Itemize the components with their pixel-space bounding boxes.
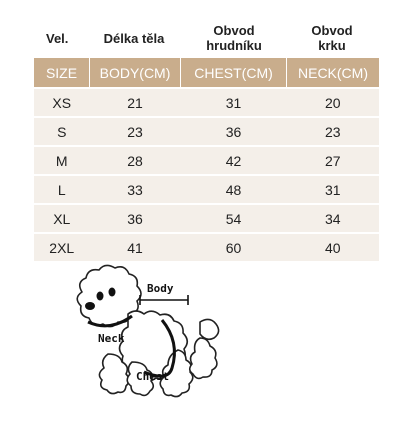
body-measure-line: [140, 295, 188, 305]
column-header-body: BODY(CM): [90, 58, 181, 88]
neck-label: Neck: [98, 332, 125, 345]
neck-cell: 27: [287, 146, 380, 175]
body-label: Body: [147, 282, 174, 295]
neck-cell: 23: [287, 117, 380, 146]
dog-eye-left: [97, 292, 104, 301]
table-row: M 28 42 27: [34, 146, 379, 175]
size-cell: XL: [34, 204, 90, 233]
body-cell: 21: [90, 88, 181, 117]
chest-cell: 54: [181, 204, 287, 233]
body-length-label-cz: Délka těla: [94, 31, 174, 46]
neck-cell: 31: [287, 175, 380, 204]
size-cell: XS: [34, 88, 90, 117]
table-row: L 33 48 31: [34, 175, 379, 204]
table-row: 2XL 41 60 40: [34, 233, 379, 262]
chest-label-cz: Obvod hrudníku: [194, 23, 274, 53]
czech-column-headers: Vel. Délka těla Obvod hrudníku Obvod krku: [34, 14, 379, 60]
size-cell: L: [34, 175, 90, 204]
dog-measurement-diagram: Body Neck Chest: [60, 262, 230, 412]
dog-eye-right: [109, 288, 116, 297]
size-label-cz: Vel.: [46, 31, 76, 46]
body-cell: 33: [90, 175, 181, 204]
size-cell: 2XL: [34, 233, 90, 262]
body-cell: 41: [90, 233, 181, 262]
chest-cell: 31: [181, 88, 287, 117]
table-header-row: SIZE BODY(CM) CHEST(CM) NECK(CM): [34, 58, 379, 88]
size-chart-table: SIZE BODY(CM) CHEST(CM) NECK(CM) XS 21 3…: [34, 58, 379, 263]
dog-nose: [85, 302, 95, 310]
table-row: XL 36 54 34: [34, 204, 379, 233]
neck-cell: 34: [287, 204, 380, 233]
dog-illustration: Body Neck Chest: [60, 262, 230, 412]
table-row: S 23 36 23: [34, 117, 379, 146]
body-cell: 28: [90, 146, 181, 175]
table-row: XS 21 31 20: [34, 88, 379, 117]
column-header-size: SIZE: [34, 58, 90, 88]
chest-cell: 48: [181, 175, 287, 204]
neck-label-cz: Obvod krku: [297, 23, 367, 53]
neck-cell: 40: [287, 233, 380, 262]
chest-cell: 42: [181, 146, 287, 175]
neck-cell: 20: [287, 88, 380, 117]
chest-cell: 36: [181, 117, 287, 146]
chest-cell: 60: [181, 233, 287, 262]
body-cell: 23: [90, 117, 181, 146]
size-cell: M: [34, 146, 90, 175]
column-header-chest: CHEST(CM): [181, 58, 287, 88]
column-header-neck: NECK(CM): [287, 58, 380, 88]
body-cell: 36: [90, 204, 181, 233]
size-cell: S: [34, 117, 90, 146]
chest-label: Chest: [136, 370, 169, 383]
